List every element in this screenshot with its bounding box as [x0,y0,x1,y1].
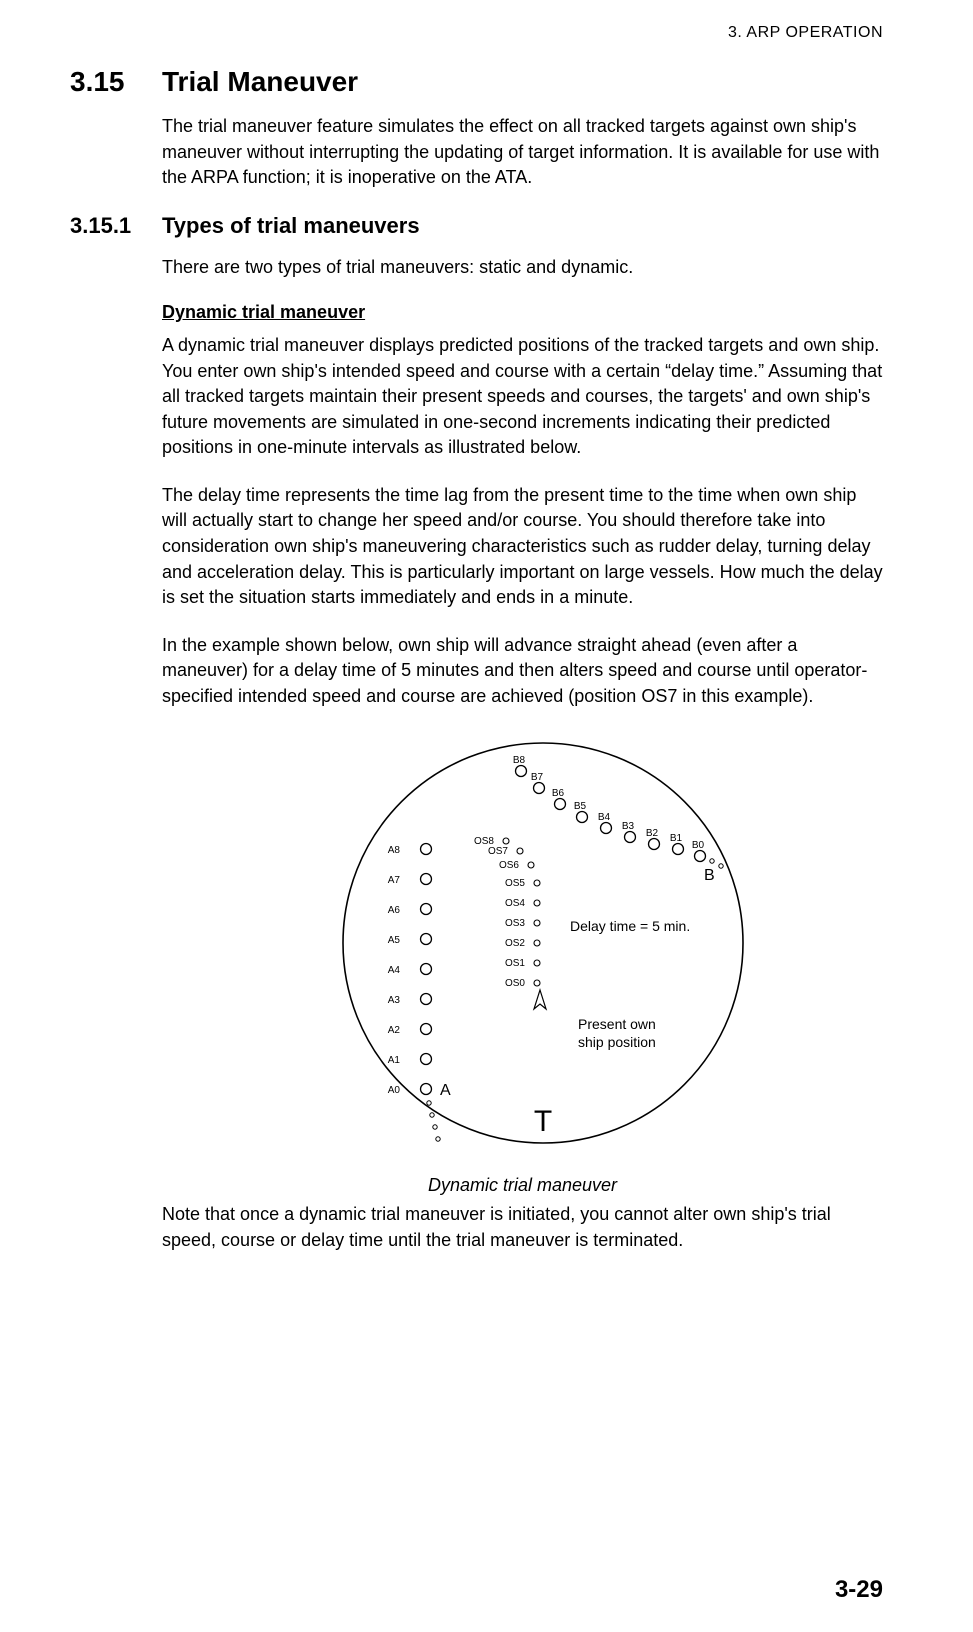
svg-text:ship position: ship position [578,1034,656,1050]
body: The trial maneuver feature simulates the… [162,114,883,191]
section-title: Trial Maneuver [162,66,358,98]
paragraph: The delay time represents the time lag f… [162,483,883,611]
svg-text:A8: A8 [387,845,400,856]
svg-text:A0: A0 [387,1085,400,1096]
svg-text:B6: B6 [551,788,564,799]
svg-text:B3: B3 [621,821,634,832]
subheading-dynamic: Dynamic trial maneuver [162,302,883,323]
svg-text:OS4: OS4 [504,898,524,909]
diagram-svg: A0 A1 A2 A3 A4 A5 A6 A7 A8 A B0 B1 B2 B3 B4 B5 B6 B7 B8 B OS… [288,731,758,1171]
section-number: 3.15 [70,66,162,98]
svg-text:B7: B7 [530,772,543,783]
section-number: 3.15.1 [70,213,162,239]
paragraph: Note that once a dynamic trial maneuver … [162,1202,883,1253]
paragraph: A dynamic trial maneuver displays predic… [162,333,883,461]
svg-text:B8: B8 [512,755,525,766]
paragraph: The trial maneuver feature simulates the… [162,114,883,191]
svg-text:OS1: OS1 [504,958,524,969]
page-number: 3-29 [835,1576,883,1604]
svg-text:Delay time = 5 min.: Delay time = 5 min. [570,918,690,934]
svg-text:OS5: OS5 [504,878,524,889]
svg-text:A7: A7 [387,875,400,886]
svg-text:Present own: Present own [578,1016,656,1032]
svg-text:B4: B4 [597,812,610,823]
svg-text:OS8: OS8 [473,836,493,847]
section-title: Types of trial maneuvers [162,213,420,239]
body: There are two types of trial maneuvers: … [162,255,883,1254]
section-3-15-1: 3.15.1 Types of trial maneuvers [70,213,883,239]
page: 3. ARP OPERATION 3.15 Trial Maneuver The… [0,0,973,1632]
svg-text:A: A [440,1082,451,1099]
svg-text:T: T [533,1105,551,1138]
svg-text:OS0: OS0 [504,978,524,989]
svg-text:OS6: OS6 [498,860,518,871]
svg-text:A3: A3 [387,995,400,1006]
svg-text:OS2: OS2 [504,938,524,949]
svg-text:B0: B0 [691,840,704,851]
svg-text:A1: A1 [387,1055,400,1066]
figure-caption: Dynamic trial maneuver [162,1175,883,1196]
svg-text:B: B [704,867,715,884]
svg-text:OS7: OS7 [487,846,507,857]
svg-text:B5: B5 [573,801,586,812]
svg-text:A2: A2 [387,1025,400,1036]
paragraph: There are two types of trial maneuvers: … [162,255,883,281]
svg-text:B2: B2 [645,828,658,839]
svg-text:A5: A5 [387,935,400,946]
svg-text:B1: B1 [669,833,682,844]
paragraph: In the example shown below, own ship wil… [162,633,883,710]
svg-text:OS3: OS3 [504,918,524,929]
figure-dynamic-trial: A0 A1 A2 A3 A4 A5 A6 A7 A8 A B0 B1 B2 B3 B4 B5 B6 B7 B8 B OS… [162,731,883,1171]
svg-text:A4: A4 [387,965,400,976]
section-3-15: 3.15 Trial Maneuver [70,66,883,98]
running-head: 3. ARP OPERATION [70,24,883,42]
svg-text:A6: A6 [387,905,400,916]
